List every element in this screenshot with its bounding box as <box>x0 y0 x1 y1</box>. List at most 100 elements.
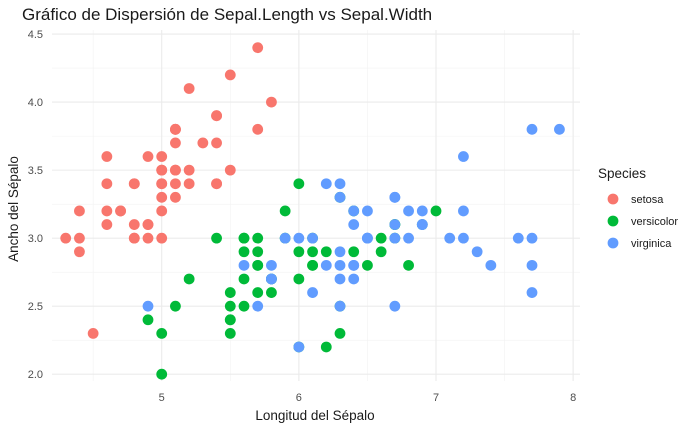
setosa-point <box>142 219 154 230</box>
setosa-point <box>211 110 222 122</box>
virginica-point <box>403 232 414 244</box>
virginica-point <box>334 259 346 271</box>
versicolor-point <box>293 273 305 285</box>
setosa-point <box>87 327 99 339</box>
versicolor-point <box>224 327 236 339</box>
points-layer <box>60 42 565 380</box>
virginica-point <box>279 232 291 244</box>
setosa-point <box>101 151 113 162</box>
setosa-point <box>224 69 236 81</box>
setosa-point <box>156 178 168 190</box>
virginica-point <box>334 273 346 285</box>
x-tick-label: 6 <box>296 392 302 404</box>
setosa-point <box>183 164 195 176</box>
versicolor-point <box>238 246 250 258</box>
versicolor-point <box>320 341 332 353</box>
versicolor-point <box>156 368 168 380</box>
virginica-point <box>485 259 497 271</box>
virginica-point <box>458 232 469 244</box>
virginica-point <box>142 300 154 312</box>
x-axis-title: Longitud del Sépalo <box>255 408 374 423</box>
y-axis-title: Ancho del Sépalo <box>6 156 21 262</box>
setosa-point <box>266 96 277 108</box>
virginica-point <box>416 205 428 217</box>
setosa-point <box>156 151 168 162</box>
versicolor-point <box>293 178 305 190</box>
setosa-point <box>74 205 85 217</box>
y-tick-label: 2.5 <box>28 301 43 313</box>
virginica-point <box>348 273 360 285</box>
setosa-point <box>142 232 154 244</box>
versicolor-point <box>224 287 236 298</box>
virginica-point <box>362 205 373 217</box>
versicolor-point <box>252 259 264 271</box>
setosa-point <box>128 232 140 244</box>
virginica-point <box>266 259 277 271</box>
versicolor-point <box>142 314 154 326</box>
virginica-point <box>526 123 538 135</box>
virginica-point <box>554 123 565 135</box>
versicolor-point <box>430 205 442 217</box>
setosa-point <box>74 232 85 244</box>
setosa-point <box>101 219 113 230</box>
versicolor-point <box>375 232 387 244</box>
versicolor-point <box>224 300 236 312</box>
virginica-point <box>252 300 264 312</box>
y-tick-label: 4.5 <box>28 29 43 41</box>
legend-label-setosa: setosa <box>631 194 664 206</box>
setosa-point <box>183 83 195 94</box>
virginica-point <box>389 191 401 203</box>
versicolor-point <box>362 259 373 271</box>
legend-key-versicolor <box>607 215 619 227</box>
grid-layer <box>52 30 580 381</box>
virginica-point <box>362 232 373 244</box>
setosa-point <box>170 178 181 190</box>
virginica-point <box>334 178 346 190</box>
versicolor-point <box>224 314 236 326</box>
setosa-point <box>183 178 195 190</box>
versicolor-point <box>307 259 318 271</box>
setosa-point <box>156 232 168 244</box>
setosa-point <box>156 205 168 217</box>
setosa-point <box>170 164 181 176</box>
setosa-point <box>211 137 222 149</box>
setosa-point <box>101 178 113 190</box>
y-tick-label: 3.5 <box>28 165 43 177</box>
versicolor-point <box>252 232 264 244</box>
setosa-point <box>252 123 264 135</box>
virginica-point <box>348 219 360 230</box>
legend-label-virginica: virginica <box>631 238 672 250</box>
versicolor-point <box>375 246 387 258</box>
setosa-point <box>128 219 140 230</box>
setosa-point <box>142 151 154 162</box>
setosa-point <box>128 178 140 190</box>
setosa-point <box>156 164 168 176</box>
virginica-point <box>512 232 524 244</box>
versicolor-point <box>183 273 195 285</box>
versicolor-point <box>252 246 264 258</box>
versicolor-point <box>320 246 332 258</box>
setosa-point <box>211 178 222 190</box>
y-tick-label: 3.0 <box>28 233 43 245</box>
setosa-point <box>224 164 236 176</box>
virginica-point <box>389 300 401 312</box>
virginica-point <box>389 219 401 230</box>
chart-title: Gráfico de Dispersión de Sepal.Length vs… <box>22 5 432 24</box>
setosa-point <box>197 137 209 149</box>
legend-title: Species <box>598 166 646 181</box>
virginica-point <box>526 259 538 271</box>
x-tick-label: 8 <box>570 392 576 404</box>
legend-key-setosa <box>607 193 619 205</box>
x-tick-label: 5 <box>159 392 165 404</box>
versicolor-point <box>348 246 360 258</box>
versicolor-point <box>238 300 250 312</box>
virginica-point <box>320 178 332 190</box>
versicolor-point <box>238 232 250 244</box>
versicolor-point <box>238 273 250 285</box>
versicolor-point <box>403 259 414 271</box>
setosa-point <box>170 123 181 135</box>
virginica-point <box>416 219 428 230</box>
versicolor-point <box>266 287 277 298</box>
x-tick-label: 7 <box>433 392 439 404</box>
